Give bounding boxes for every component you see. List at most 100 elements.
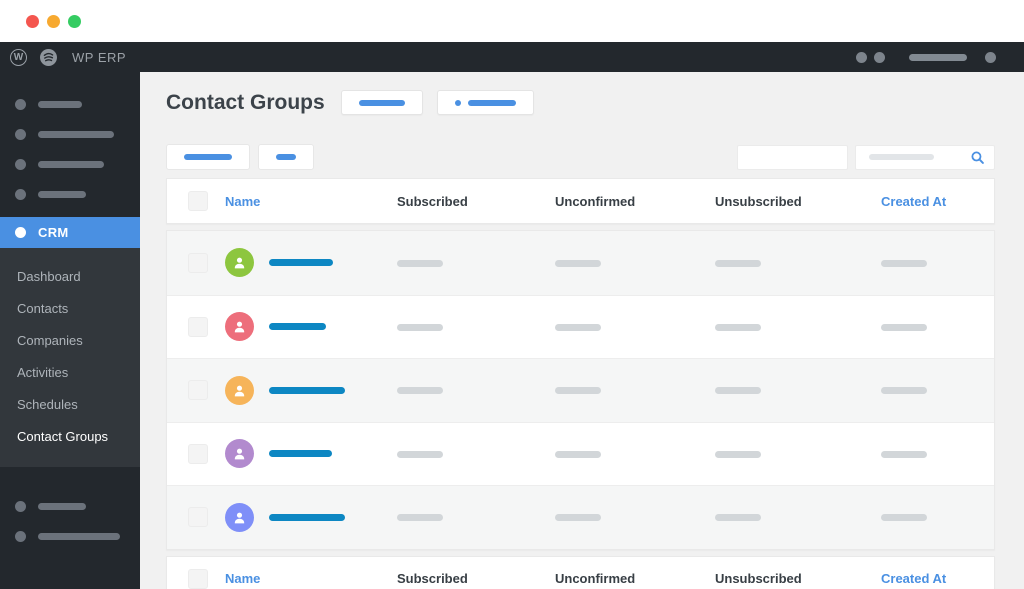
traffic-lights [26,14,81,28]
toolbar-right [737,144,995,170]
search-placeholder-bar [869,154,934,160]
sidebar-item-dashboard[interactable]: Dashboard [17,269,81,284]
group-name-placeholder[interactable] [269,386,345,394]
sidebar-item-companies[interactable]: Companies [17,333,83,348]
column-header-subscribed: Subscribed [397,571,468,586]
search-icon[interactable] [970,150,985,165]
select-all-checkbox-bottom[interactable] [188,568,208,589]
row-checkbox[interactable] [188,380,208,401]
sidebar-placeholder-item[interactable] [0,491,140,521]
header-action-button-2[interactable] [436,90,534,115]
admin-bar-right [856,51,996,63]
created-at-value-placeholder [881,387,927,395]
created-at-cell [881,254,994,272]
column-header-name[interactable]: Name [225,571,261,586]
unsubscribed-cell [715,381,881,399]
unsubscribed-value-placeholder [715,259,761,267]
page-title: Contact Groups [166,90,325,114]
group-avatar [225,312,254,342]
wp-admin-bar: W WP ERP [0,42,1024,72]
row-checkbox-cell [167,252,225,273]
button-label-placeholder [184,154,232,160]
sidebar-item-crm[interactable]: CRM [0,217,140,248]
table-row [167,231,994,295]
menu-label-placeholder [38,100,82,108]
unconfirmed-cell [555,508,715,526]
zoom-window-button[interactable] [68,14,81,28]
row-checkbox-cell [167,507,225,528]
column-header-name[interactable]: Name [225,193,261,209]
column-header-unsubscribed: Unsubscribed [715,571,802,586]
unconfirmed-cell [555,445,715,463]
subscribed-value-placeholder [397,450,443,458]
list-toolbar [166,144,995,170]
unsubscribed-value-placeholder [715,323,761,331]
subscribed-cell [397,318,555,336]
column-header-created-at[interactable]: Created At [881,571,947,586]
unsubscribed-value-placeholder [715,387,761,395]
minimize-window-button[interactable] [47,14,60,28]
button-label-placeholder [467,99,516,106]
group-name-placeholder[interactable] [269,513,345,521]
person-icon [234,321,245,333]
wp-admin-sidebar: CRM Dashboard Contacts Companies Activities… [0,72,140,589]
select-all-checkbox[interactable] [188,191,208,211]
bulk-action-button-1[interactable] [166,144,250,170]
sidebar-placeholder-item[interactable] [0,149,140,179]
search-input[interactable] [855,144,995,170]
subscribed-value-placeholder [397,387,443,395]
menu-bullet-icon [15,500,26,512]
unsubscribed-cell [715,318,881,336]
header-action-button-1[interactable] [340,90,423,115]
menu-bullet-icon [15,188,26,200]
sidebar-placeholder-item[interactable] [0,521,140,551]
row-checkbox[interactable] [188,252,208,273]
wp-erp-brand-label[interactable]: WP ERP [72,49,127,65]
unconfirmed-cell [555,381,715,399]
bulk-action-button-2[interactable] [258,144,314,170]
close-window-button[interactable] [26,14,39,28]
row-checkbox-cell [167,443,225,464]
subscribed-cell [397,254,555,272]
sidebar-item-schedules[interactable]: Schedules [17,397,78,412]
macos-titlebar [0,0,1024,42]
admin-bar-comments-icon[interactable] [874,51,885,63]
unconfirmed-value-placeholder [555,514,601,522]
filter-input[interactable] [737,144,848,170]
group-name-placeholder[interactable] [269,259,333,267]
crm-menu-bullet-icon [15,227,26,238]
sidebar-item-activities[interactable]: Activities [17,365,69,380]
sidebar-item-contact-groups[interactable]: Contact Groups [17,429,109,444]
unconfirmed-cell [555,318,715,336]
person-icon [234,448,245,460]
admin-bar-username-placeholder[interactable] [909,53,967,61]
column-header-subscribed: Subscribed [397,193,468,209]
group-name-placeholder[interactable] [269,450,332,458]
table-row [167,421,994,486]
sidebar-placeholder-item[interactable] [0,119,140,149]
sidebar-item-contacts[interactable]: Contacts [17,301,69,316]
subscribed-value-placeholder [397,323,443,331]
admin-bar-notification-icon[interactable] [856,51,867,63]
menu-label-placeholder [38,160,104,168]
row-checkbox[interactable] [188,507,208,528]
group-name-cell [225,439,397,469]
wordpress-logo-icon[interactable]: W [10,48,27,66]
sidebar-placeholder-item[interactable] [0,89,140,119]
admin-bar-avatar[interactable] [985,51,996,63]
row-checkbox[interactable] [188,443,208,464]
main-content: Contact Groups [140,72,1024,589]
created-at-value-placeholder [881,323,927,331]
column-header-unconfirmed: Unconfirmed [555,571,636,586]
wp-erp-logo-icon[interactable] [40,48,57,66]
sidebar-placeholder-item[interactable] [0,179,140,209]
footer-checkbox-cell [167,568,225,589]
unsubscribed-cell [715,254,881,272]
subscribed-cell [397,508,555,526]
group-name-placeholder[interactable] [269,323,326,331]
table-footer: Name Subscribed Unconfirmed Unsubscribed Cre… [166,555,995,589]
row-checkbox[interactable] [188,316,208,337]
column-header-created-at[interactable]: Created At [881,193,947,209]
person-icon [234,512,245,524]
created-at-cell [881,508,994,526]
